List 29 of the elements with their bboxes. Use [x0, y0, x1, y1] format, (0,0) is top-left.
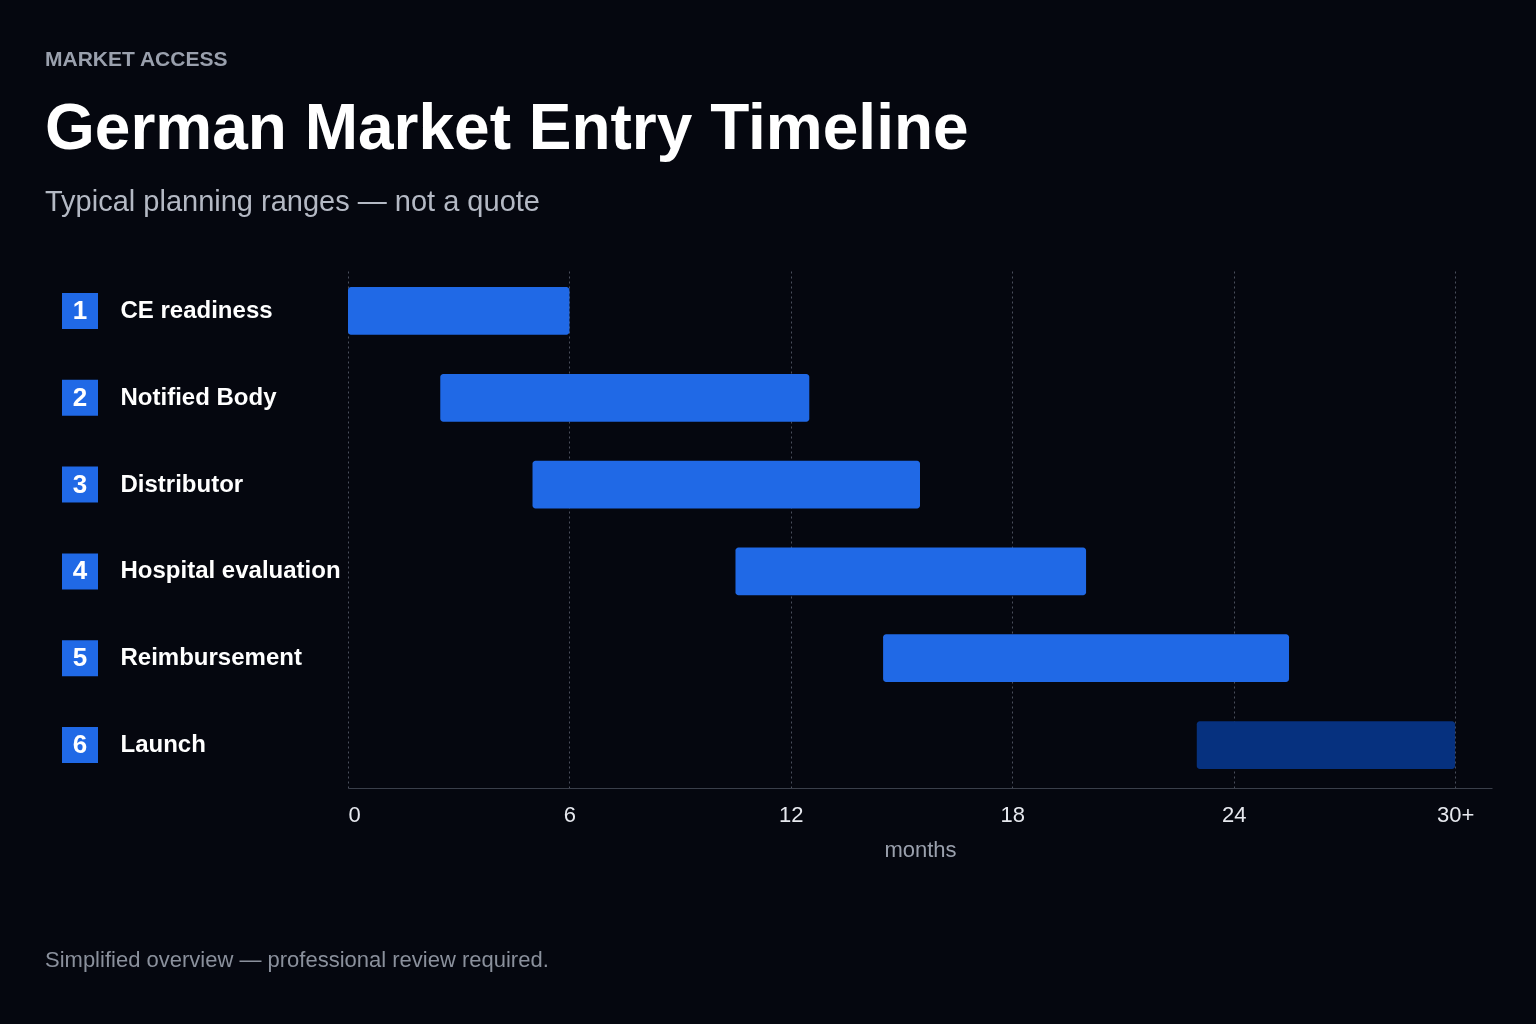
text: 2 [72, 381, 88, 412]
y-tick-label: Distributor [120, 469, 244, 497]
y-tick-label: Reimbursement [120, 643, 302, 671]
y-tick-label: Launch [120, 730, 206, 758]
chart-title: German Market Entry Timeline [45, 91, 969, 163]
chart-subtitle: Typical planning ranges — not a quote [45, 185, 540, 217]
bar [348, 287, 570, 335]
y-tick-label: Notified Body [120, 382, 278, 410]
text: 4 [72, 555, 88, 586]
x-tick-label: 6 [563, 801, 577, 827]
text: Simplified overview — professional review required. [45, 947, 549, 972]
text: 5 [72, 642, 88, 673]
x-tick-label: 12 [779, 801, 804, 827]
x-tick-label: 0 [348, 801, 361, 827]
y-tick-label: Hospital evaluation [120, 556, 341, 584]
x-tick-label: 18 [1000, 801, 1025, 827]
bar [883, 634, 1290, 683]
bar [1196, 721, 1456, 769]
text: 3 [72, 468, 88, 499]
bar [532, 460, 920, 509]
text: MARKET ACCESS [45, 47, 228, 70]
y-tick-label: CE readiness [120, 295, 273, 323]
x-axis-title: months [884, 836, 957, 862]
x-tick-label: 24 [1221, 801, 1247, 827]
bar [735, 547, 1087, 596]
x-tick-label: 30+ [1436, 801, 1475, 827]
bar [440, 373, 810, 422]
text: 1 [72, 294, 88, 325]
text: 6 [72, 729, 88, 760]
